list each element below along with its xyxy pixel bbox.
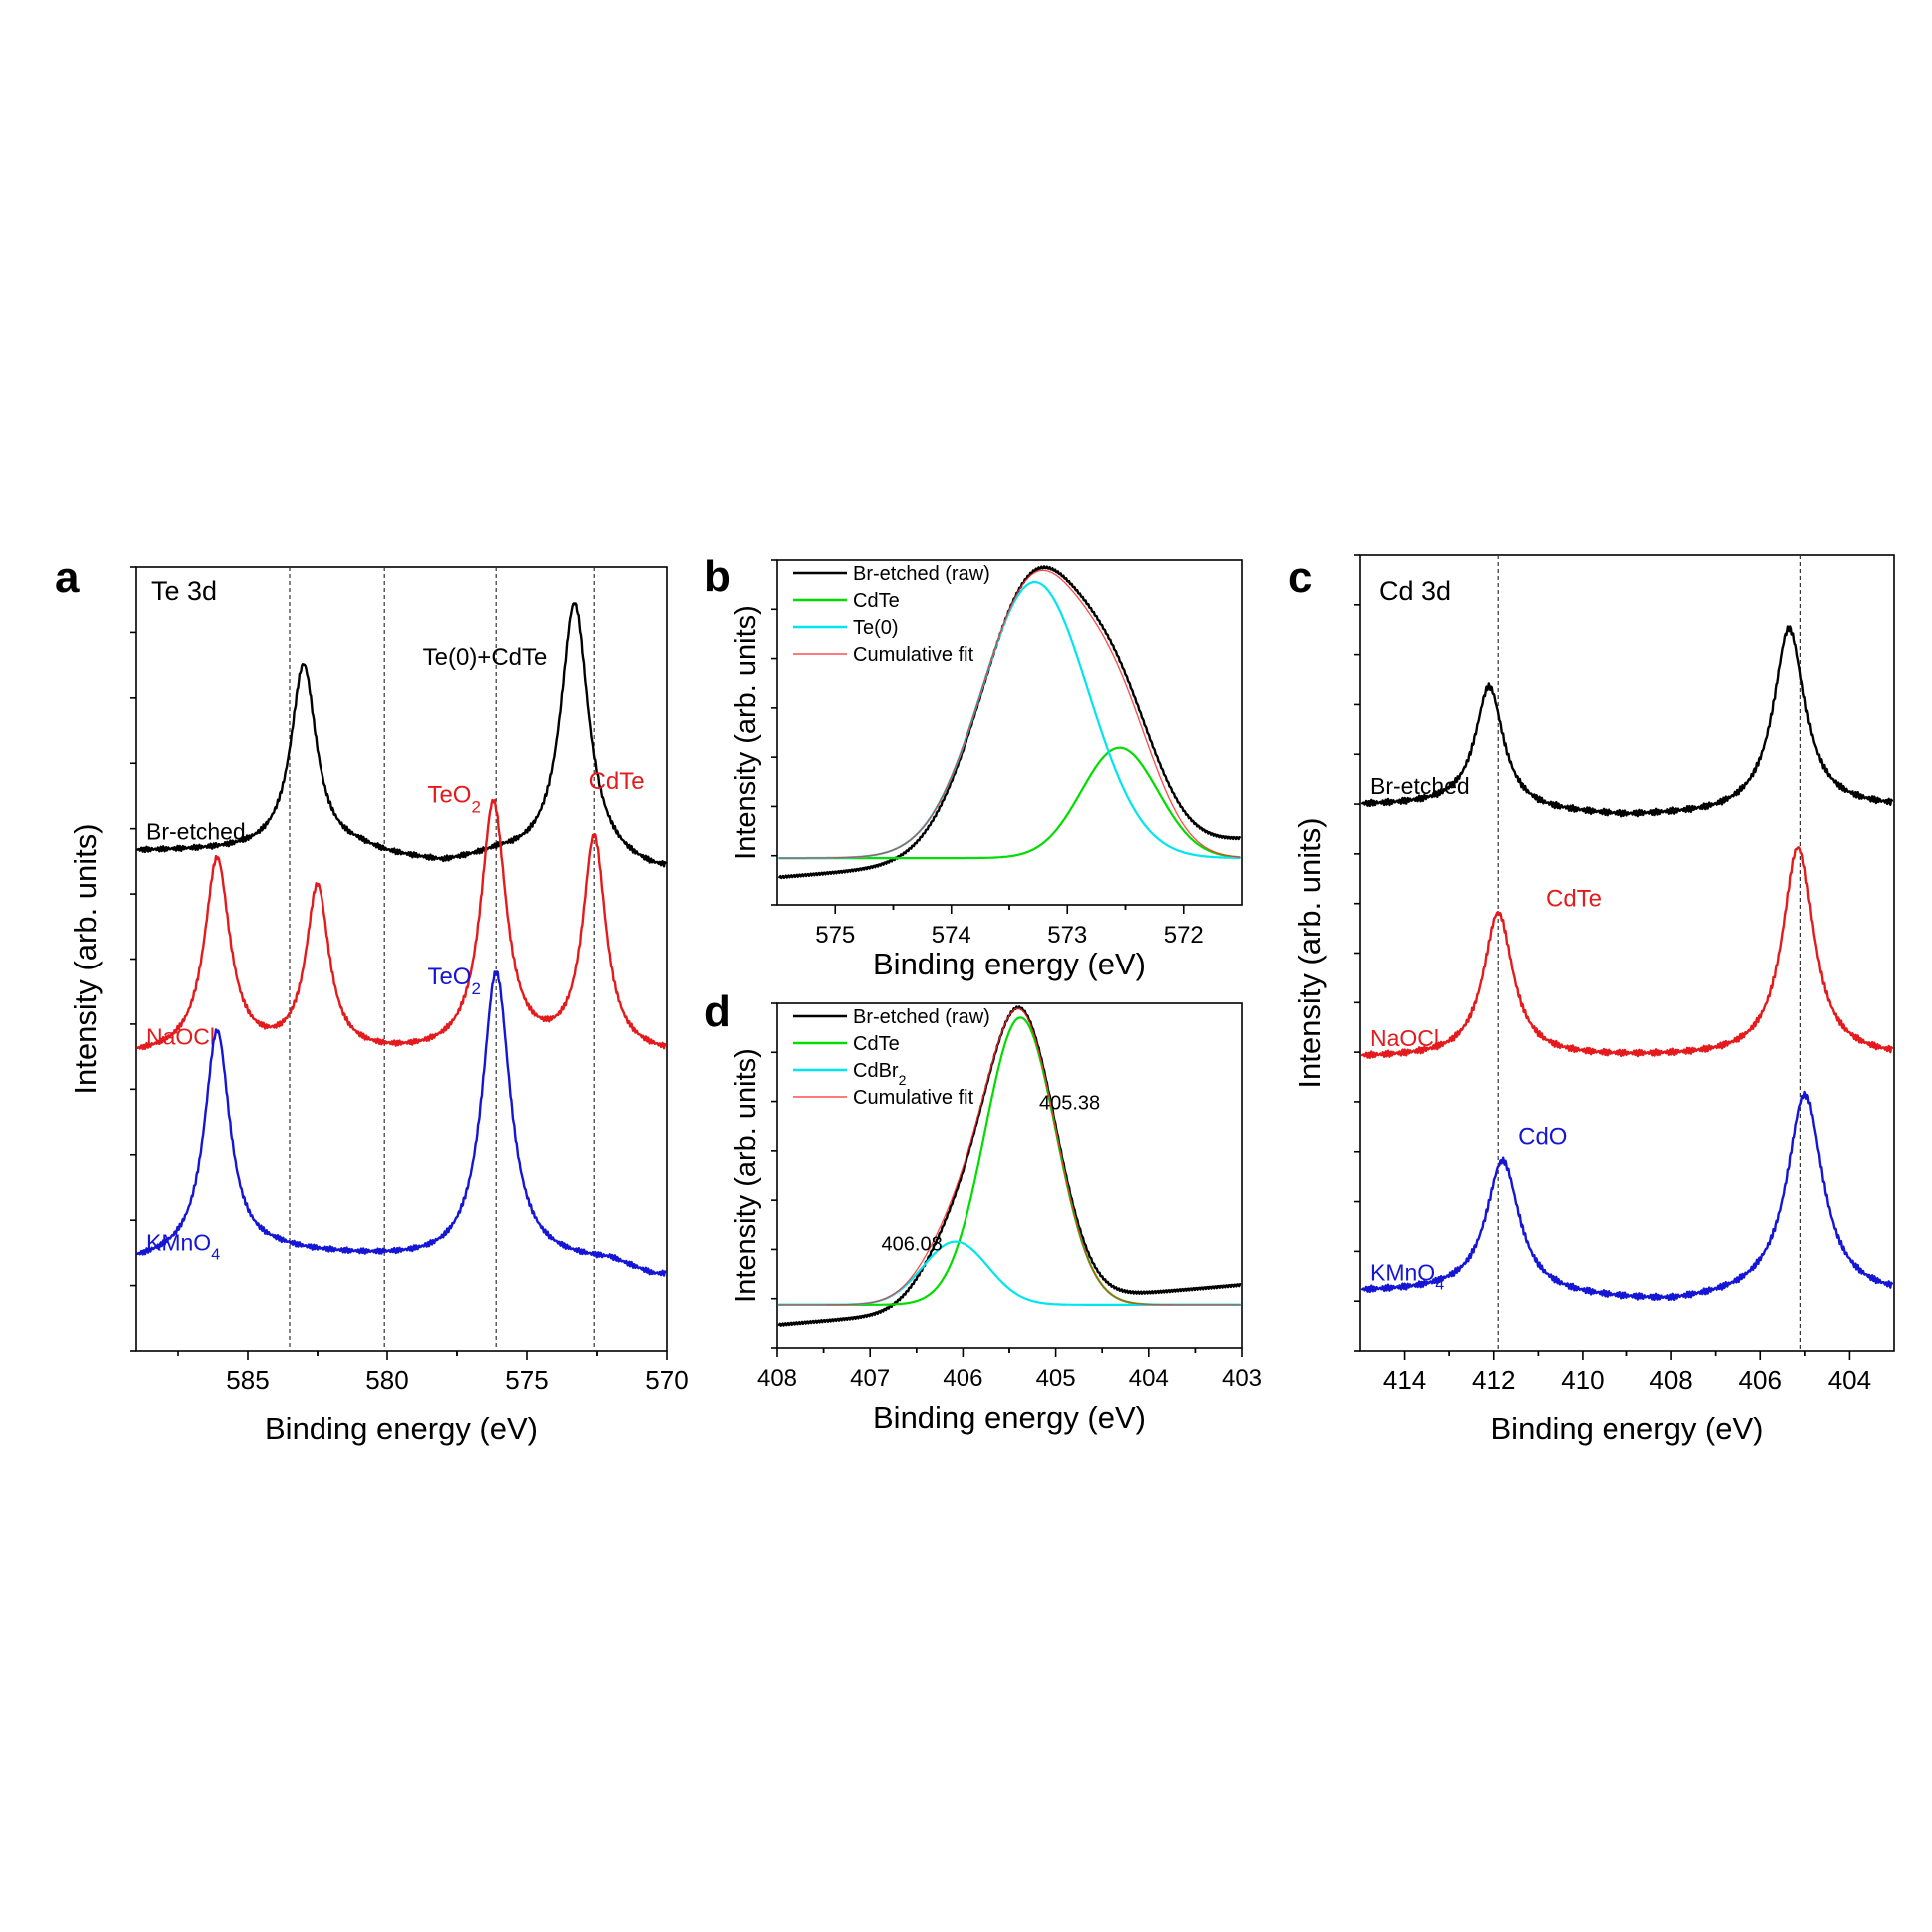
panel-b-xtick-label-0: 575 <box>815 922 855 949</box>
panel-d: 408 407 406 405 404 403 Br-etched (raw) CdTe CdB… <box>704 987 1262 1435</box>
panel-c-series-0 <box>1361 625 1893 818</box>
panel-d-peak-label-0: 405.38 <box>1039 1092 1100 1114</box>
panel-b-xtick-label-3: 572 <box>1164 922 1204 949</box>
panel-c-annotation-2-0: CdO <box>1518 1124 1567 1151</box>
panel-d-raw-curve <box>777 1005 1242 1327</box>
panel-d-peak-label-1: 406.08 <box>882 1233 943 1255</box>
panel-c-series-1 <box>1361 846 1893 1059</box>
panel-d-xlabel: Binding energy (eV) <box>873 1400 1146 1435</box>
panel-b-cumulative-fit <box>778 569 1241 859</box>
panel-a: 585 580 575 570 Br-etched Te(0)+CdTe NaOCl TeO2… <box>55 553 689 1446</box>
panel-a-annotation-2-0: TeO2 <box>427 964 480 998</box>
panel-c-series-label-1: NaOCl <box>1370 1025 1439 1051</box>
panel-b-legend-label-1: CdTe <box>853 590 900 612</box>
panel-a-title: Te 3d <box>151 576 217 606</box>
panel-d-xtick-label-5: 403 <box>1222 1365 1262 1392</box>
panel-a-series-label-2: KMnO4 <box>146 1230 220 1264</box>
panel-d-legend-label-1: CdTe <box>853 1033 900 1055</box>
panel-a-series-0 <box>136 602 667 868</box>
panel-a-xtick-label-2: 575 <box>505 1365 548 1395</box>
panel-d-xtick-label-2: 406 <box>943 1365 982 1392</box>
panel-b: 575 574 573 572 Br-etched (raw) CdTe Te(0) Cumu… <box>704 552 1243 981</box>
panel-c-series-label-0: Br-etched <box>1370 773 1470 799</box>
panel-d-component-1 <box>777 1240 1242 1306</box>
panel-c-xlabel: Binding energy (eV) <box>1491 1411 1764 1446</box>
panel-a-annotation-1-0: TeO2 <box>427 782 480 817</box>
panel-a-annotation-1-1: CdTe <box>589 768 645 795</box>
panel-c-xtick-label-0: 414 <box>1383 1365 1426 1395</box>
panel-a-plot-frame <box>135 566 668 1352</box>
panel-c-xtick-label-2: 410 <box>1561 1365 1604 1395</box>
panel-a-series-1 <box>136 798 667 1051</box>
panel-a-xlabel: Binding energy (eV) <box>265 1411 538 1446</box>
panel-a-xtick-label-1: 580 <box>365 1365 408 1395</box>
panel-a-annotation-0-0: Te(0)+CdTe <box>423 644 548 671</box>
panel-d-ylabel: Intensity (arb. units) <box>730 1048 762 1303</box>
panel-b-xtick-label-2: 573 <box>1047 922 1087 949</box>
panel-d-legend-label-3: Cumulative fit <box>853 1087 974 1109</box>
panel-d-legend-label-2: CdBr2 <box>853 1060 907 1088</box>
panel-d-legend-label-0: Br-etched (raw) <box>853 1006 990 1028</box>
panel-d-letter: d <box>704 987 731 1036</box>
panel-b-legend-label-2: Te(0) <box>853 617 899 639</box>
panel-b-component-1 <box>778 581 1241 860</box>
panel-c-annotation-1-0: CdTe <box>1546 886 1602 913</box>
panel-c-xtick-label-5: 404 <box>1828 1365 1871 1395</box>
panel-a-xtick-label-0: 585 <box>226 1365 269 1395</box>
panel-c-xtick-label-4: 406 <box>1739 1365 1782 1395</box>
panel-d-cumulative-fit <box>778 1007 1241 1306</box>
panel-d-xtick-label-1: 407 <box>850 1365 890 1392</box>
panel-b-legend-label-0: Br-etched (raw) <box>853 563 990 585</box>
panel-c-plot-frame <box>1359 554 1895 1352</box>
panel-c-series-2 <box>1361 1090 1893 1302</box>
panel-b-legend-label-3: Cumulative fit <box>853 644 974 666</box>
panel-c-title: Cd 3d <box>1379 576 1451 606</box>
panel-d-xtick-label-0: 408 <box>757 1365 797 1392</box>
panel-d-component-0 <box>777 1016 1242 1306</box>
panel-d-plot-frame <box>776 1002 1243 1349</box>
panel-b-component-0 <box>778 746 1241 860</box>
panel-c-xtick-label-3: 408 <box>1649 1365 1692 1395</box>
panel-c-xtick-label-1: 412 <box>1472 1365 1515 1395</box>
panel-c-letter: c <box>1288 553 1312 602</box>
panel-c-ylabel: Intensity (arb. units) <box>1292 817 1327 1088</box>
panel-c: 414 412 410 408 406 404 Br-etched NaOCl CdTe KMnO… <box>1288 553 1895 1446</box>
panel-a-letter: a <box>55 553 80 602</box>
panel-a-series-label-1: NaOCl <box>146 1024 215 1050</box>
panel-d-xtick-label-3: 405 <box>1036 1365 1076 1392</box>
panel-a-series-label-0: Br-etched <box>146 819 246 845</box>
panel-c-series-label-2: KMnO4 <box>1370 1259 1444 1293</box>
panel-a-series-2 <box>136 970 667 1277</box>
panel-d-xtick-label-4: 404 <box>1129 1365 1169 1392</box>
panel-b-xtick-label-1: 574 <box>932 922 971 949</box>
panel-a-xtick-label-3: 570 <box>645 1365 688 1395</box>
panel-b-xlabel: Binding energy (eV) <box>873 947 1146 981</box>
panel-b-letter: b <box>704 552 731 601</box>
panel-a-ylabel: Intensity (arb. units) <box>68 823 103 1094</box>
panel-b-ylabel: Intensity (arb. units) <box>730 605 762 860</box>
